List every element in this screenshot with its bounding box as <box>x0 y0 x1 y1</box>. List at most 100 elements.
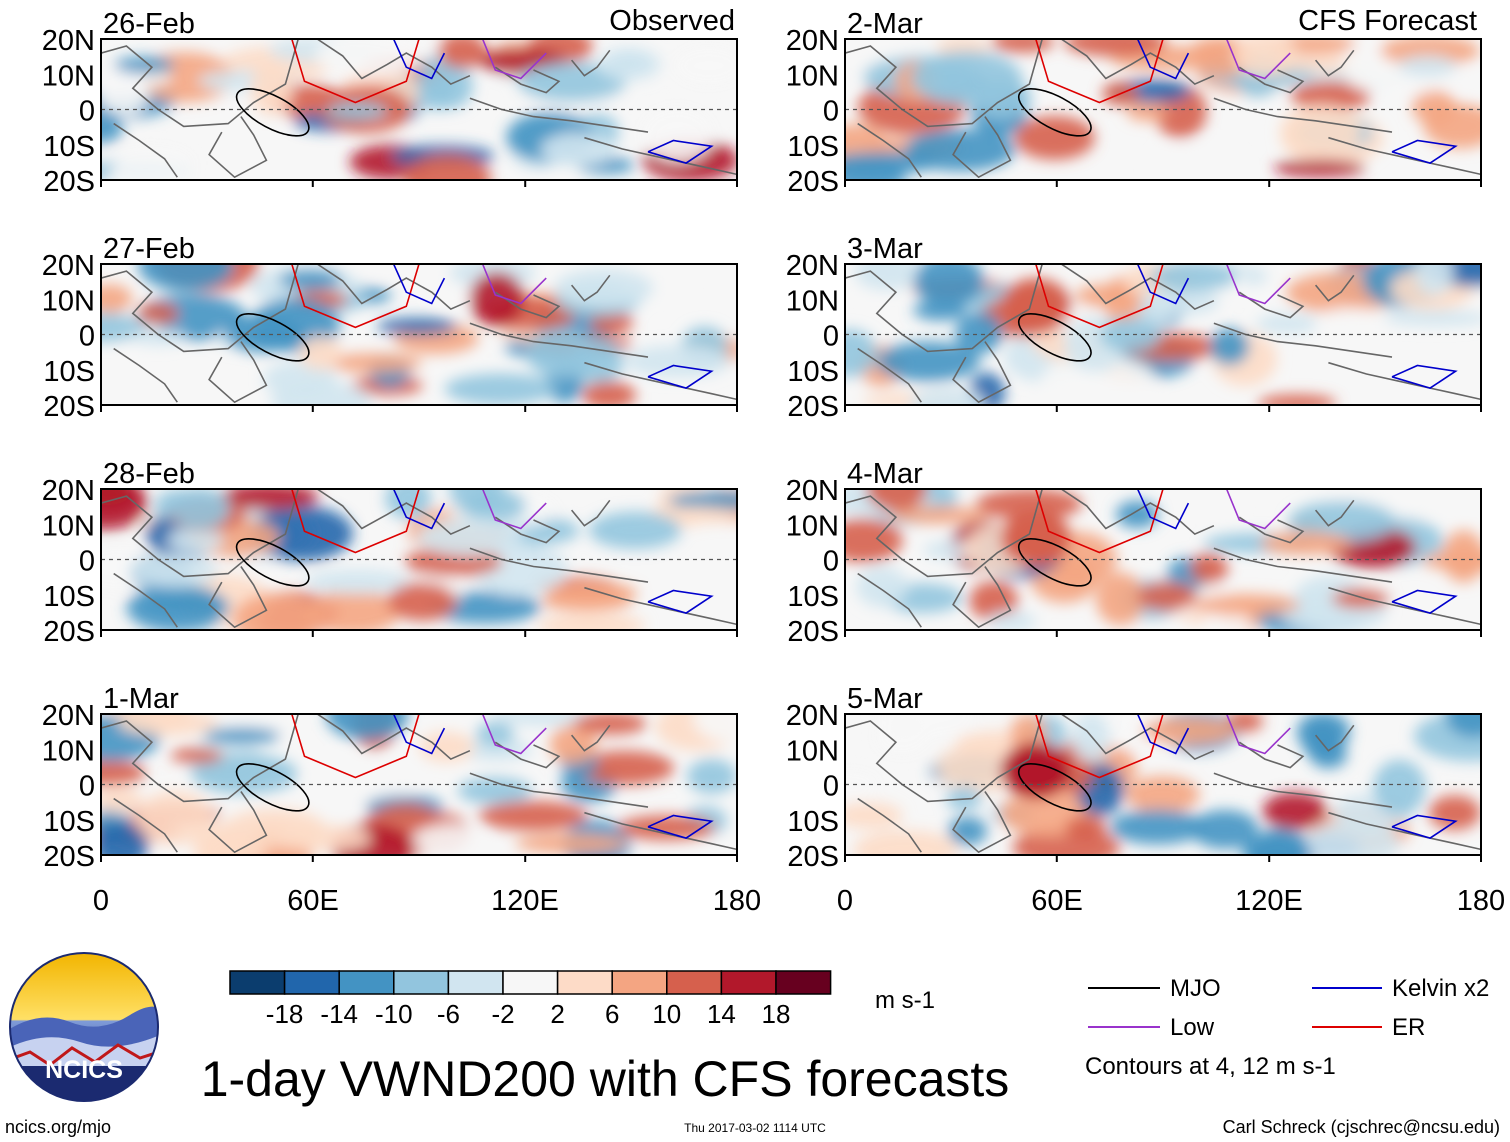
colorbar-tick-label: 18 <box>762 999 791 1029</box>
anomaly-blob <box>668 491 737 511</box>
lat-tick-label: 10N <box>42 60 95 92</box>
panel-date-label: 26-Feb <box>103 8 195 40</box>
anomaly-blob <box>325 714 409 740</box>
coastline <box>494 66 561 94</box>
coastline <box>1213 322 1393 358</box>
anomaly-blob <box>1040 355 1156 404</box>
coastline <box>113 122 178 178</box>
coastline <box>494 291 561 319</box>
anomaly-blob <box>514 833 628 854</box>
contour-line <box>392 39 446 80</box>
contour-line <box>1225 39 1291 80</box>
contour-line <box>291 264 420 329</box>
lat-tick-label: 0 <box>79 771 95 803</box>
coastline <box>1314 49 1355 77</box>
anomaly-blob <box>597 47 661 81</box>
footer-timestamp: Thu 2017-03-02 1114 UTC <box>684 1121 826 1135</box>
anomaly-blob <box>1260 531 1351 556</box>
coastline <box>857 122 922 178</box>
panel-frame <box>100 38 738 181</box>
anomaly-blob <box>141 596 231 613</box>
contour-line <box>1136 489 1190 530</box>
panel-date-label: 5-Mar <box>847 683 923 715</box>
coastline <box>1060 39 1215 86</box>
mjo-contour <box>1017 763 1092 812</box>
anomaly-blob <box>1343 42 1386 90</box>
anomaly-blob <box>167 526 224 553</box>
coastline <box>845 39 1043 128</box>
panel-date-label: 27-Feb <box>103 233 195 265</box>
anomaly-blob <box>170 747 224 764</box>
anomaly-blob <box>692 714 737 743</box>
lat-tick-label: 0 <box>79 96 95 128</box>
lat-tick-label: 20S <box>787 841 839 873</box>
coastline <box>584 811 737 851</box>
anomaly-blob <box>845 518 903 563</box>
contour-line <box>392 264 446 305</box>
anomaly-blob <box>304 569 411 595</box>
panel-date-label: 2-Mar <box>847 8 923 40</box>
anomaly-blob <box>101 110 124 144</box>
lat-tick-label: 0 <box>823 96 839 128</box>
contours <box>101 39 737 179</box>
colorbar-swatch <box>393 970 450 995</box>
anomaly-blob <box>581 381 637 405</box>
panel-frame <box>100 263 738 406</box>
anomaly-blob <box>914 264 984 307</box>
contour-line <box>1391 139 1458 164</box>
anomaly-blob <box>137 790 213 845</box>
colorbar-swatch <box>611 970 668 995</box>
colorbar-tick-label: 2 <box>550 999 564 1029</box>
lon-tick-label: 180 <box>1457 885 1505 917</box>
contour-line <box>647 364 714 389</box>
colorbar-swatch <box>666 970 723 995</box>
lat-tick-label: 20N <box>42 700 95 732</box>
anomaly-blob <box>263 360 337 398</box>
anomaly-blob <box>1255 313 1320 334</box>
anomaly-blob <box>575 750 675 786</box>
anomaly-blob <box>1250 827 1310 855</box>
panel-frame <box>844 488 1482 631</box>
coastline <box>1238 741 1305 769</box>
anomaly-blob <box>1125 100 1169 122</box>
coastline <box>316 714 471 761</box>
anomaly-field <box>101 264 737 405</box>
panel-frame <box>844 713 1482 856</box>
lat-tick-label: 10N <box>42 735 95 767</box>
contours <box>101 714 737 854</box>
anomaly-blob <box>1262 792 1328 830</box>
lat-tick-label: 20N <box>42 25 95 57</box>
contours <box>845 39 1481 179</box>
ncics-logo[interactable]: NCICS <box>8 952 170 1116</box>
coastline <box>1328 361 1481 401</box>
lon-tick-label: 120E <box>491 885 559 917</box>
coastline <box>208 341 268 404</box>
anomaly-blob <box>845 329 877 377</box>
footer-credit: Carl Schreck (cjschrec@ncsu.edu) <box>1223 1117 1500 1137</box>
lat-tick-label: 10N <box>786 285 839 317</box>
lat-tick-label: 20N <box>786 250 839 282</box>
lat-tick-label: 0 <box>823 321 839 353</box>
panel-frame <box>844 38 1482 181</box>
coastline <box>1060 264 1215 311</box>
coastline <box>1213 772 1393 808</box>
anomaly-blob <box>136 302 180 325</box>
colorbar-tick-label: -2 <box>491 999 514 1029</box>
coastline <box>1060 489 1215 536</box>
contour-note: Contours at 4, 12 m s-1 <box>1085 1053 1336 1080</box>
colorbar-swatch <box>556 970 613 995</box>
anomaly-field <box>101 714 737 855</box>
anomaly-blob <box>1125 775 1200 814</box>
colorbar-swatch <box>447 970 504 995</box>
lat-tick-label: 0 <box>79 546 95 578</box>
anomaly-blob <box>876 341 981 382</box>
lat-tick-label: 10N <box>786 510 839 542</box>
coastline <box>469 97 649 133</box>
contour-line <box>1136 714 1190 755</box>
anomaly-blob <box>573 714 647 735</box>
footer-link[interactable]: ncics.org/mjo <box>5 1117 111 1137</box>
anomaly-blob <box>1150 264 1238 292</box>
